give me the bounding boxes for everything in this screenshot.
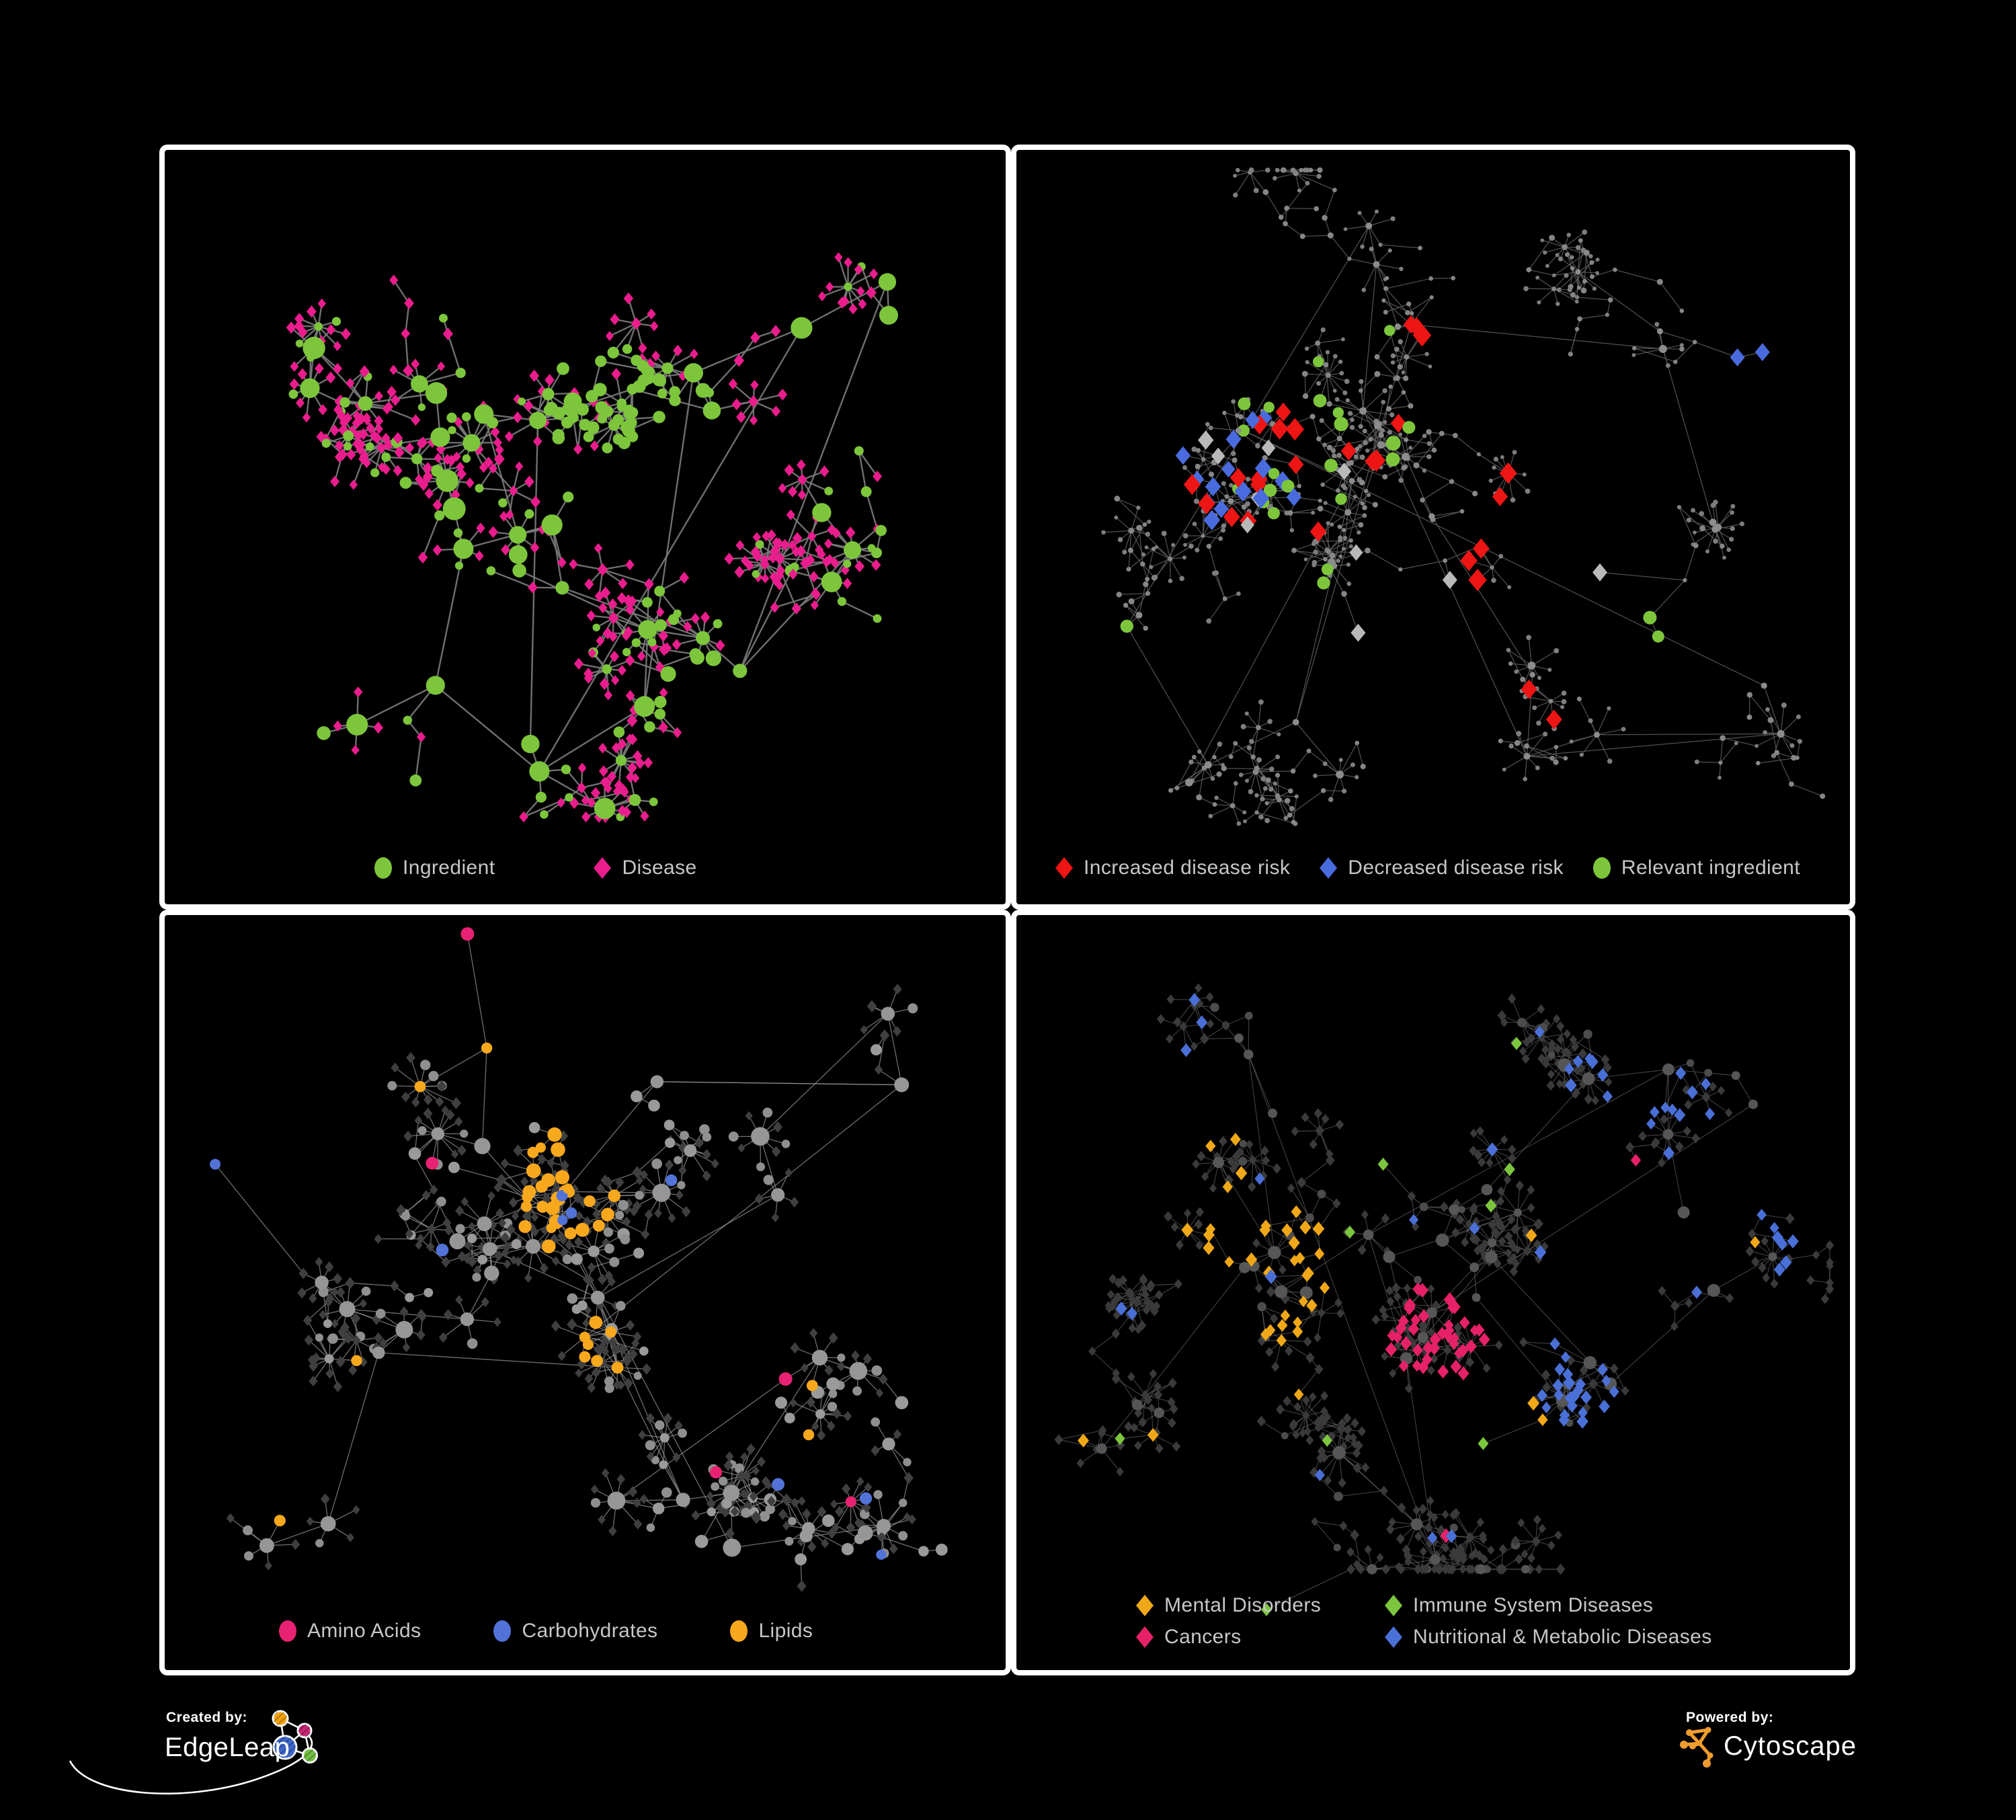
cytoscape-wordmark: Cytoscape: [1724, 1731, 1857, 1761]
legend-diamond-icon: [1136, 1594, 1154, 1616]
cytoscape-logo: [1680, 1727, 1713, 1768]
network-graph: [286, 252, 898, 823]
panel-nutrient-classes: Amino Acids Carbohydrates Lipids: [159, 910, 1011, 1675]
legend-item: Ingredient: [373, 856, 495, 880]
edgeleap-logo: [69, 1710, 318, 1794]
legend-label: Mental Disorders: [1164, 1593, 1322, 1616]
created-by-label: Created by:: [166, 1710, 248, 1725]
legend-label: Cancers: [1164, 1625, 1242, 1648]
legend: Amino Acids Carbohydrates Lipids: [278, 1619, 813, 1643]
network-graph: [1054, 983, 1834, 1616]
legend-label: Lipids: [758, 1620, 813, 1642]
edgeleap-logo-nodes: [272, 1710, 318, 1764]
legend-item: Relevant ingredient: [1592, 856, 1800, 880]
legend-label: Decreased disease risk: [1348, 857, 1564, 879]
network-graph: [210, 927, 948, 1592]
legend-diamond-icon: [1055, 857, 1073, 879]
legend-label: Nutritional & Metabolic Diseases: [1413, 1625, 1712, 1648]
legend-diamond-icon: [1136, 1626, 1154, 1648]
legend-label: Relevant ingredient: [1621, 857, 1800, 879]
legend-label: Carbohydrates: [522, 1620, 658, 1642]
legend-label: Amino Acids: [307, 1620, 421, 1642]
legend-item: Decreased disease risk: [1318, 856, 1564, 880]
powered-by-label: Powered by:: [1686, 1710, 1774, 1725]
legend-item: Immune System Diseases: [1383, 1593, 1712, 1618]
panel-disease-risk: Increased disease risk Decreased disease …: [1011, 145, 1855, 910]
legend: Mental Disorders Cancers Immune System Dis…: [1135, 1589, 1712, 1653]
legend-label: Immune System Diseases: [1413, 1593, 1654, 1616]
legend-diamond-icon: [1385, 1626, 1402, 1648]
edgeleap-wordmark: EdgeLeap: [165, 1733, 290, 1762]
legend: Increased disease risk Decreased disease …: [1054, 856, 1800, 880]
legend-item: Increased disease risk: [1054, 856, 1290, 880]
panel-ingredient-disease: Ingredient Disease: [159, 145, 1011, 910]
legend-item: Cancers: [1135, 1625, 1383, 1649]
legend-diamond-icon: [594, 857, 612, 879]
network-graph: [1101, 167, 1826, 826]
legend-circle-icon: [493, 1620, 512, 1642]
edgeleap-credit: Created by: EdgeLeap: [67, 1704, 356, 1812]
legend-item: Amino Acids: [278, 1619, 421, 1643]
legend-circle-icon: [1592, 857, 1611, 879]
cytoscape-logo-nodes: [1680, 1727, 1713, 1768]
legend-circle-icon: [730, 1620, 748, 1642]
legend-label: Disease: [622, 857, 697, 879]
legend-item: Disease: [592, 856, 696, 880]
legend-label: Increased disease risk: [1084, 857, 1291, 879]
legend-circle-icon: [374, 857, 392, 879]
legend-item: Nutritional & Metabolic Diseases: [1383, 1625, 1712, 1649]
legend-diamond-icon: [1385, 1594, 1402, 1616]
legend-item: Carbohydrates: [492, 1619, 657, 1643]
legend-diamond-icon: [1320, 857, 1338, 879]
legend-item: Lipids: [729, 1619, 813, 1643]
legend-circle-icon: [279, 1620, 296, 1642]
cytoscape-credit: Powered by: Cytoscape: [1679, 1704, 1901, 1785]
legend-label: Ingredient: [403, 857, 495, 879]
panel-disease-classes: Mental Disorders Cancers Immune System Dis…: [1011, 910, 1855, 1675]
legend-item: Mental Disorders: [1135, 1593, 1383, 1618]
legend: Ingredient Disease: [373, 856, 697, 880]
